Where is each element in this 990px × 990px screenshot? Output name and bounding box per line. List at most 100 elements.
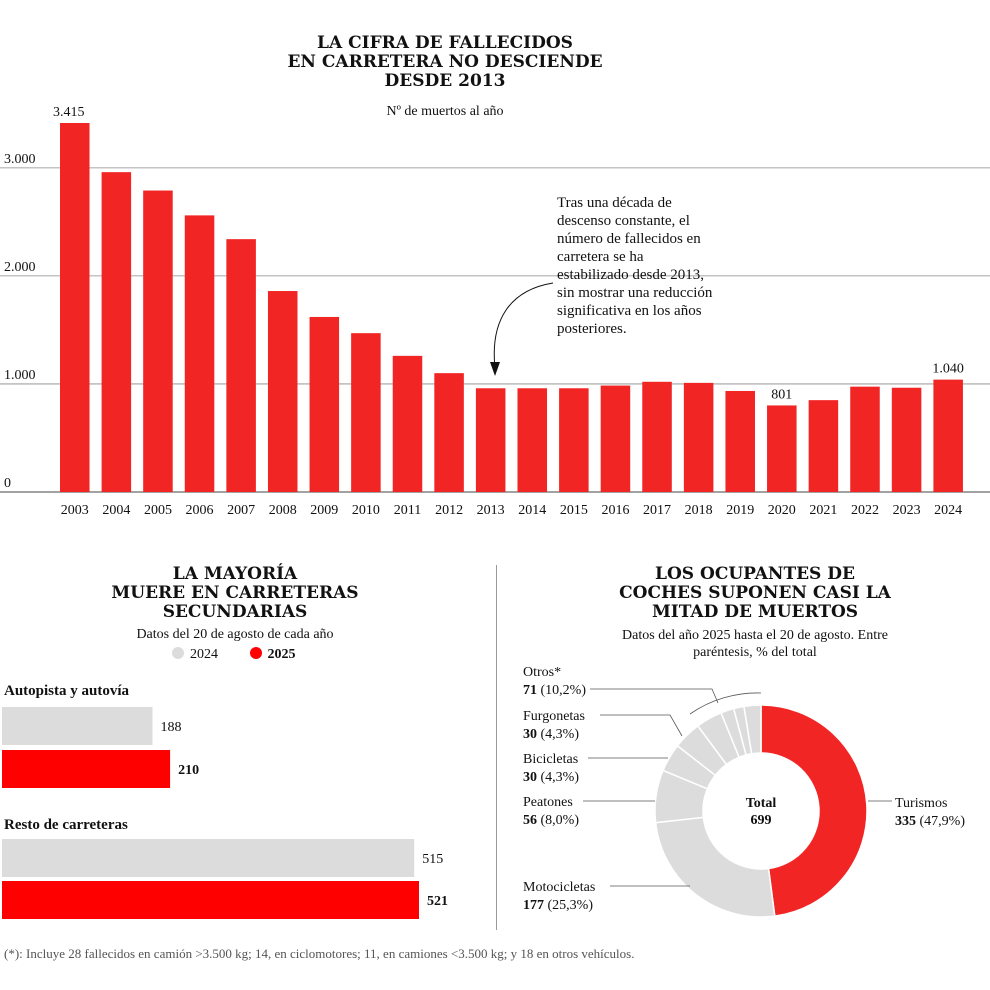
bar-2015	[559, 388, 589, 492]
slice-percent: (8,0%)	[537, 813, 579, 828]
legend-swatch-2024	[172, 647, 184, 659]
slice-percent: (4,3%)	[537, 727, 579, 742]
y-tick-label: 2.000	[4, 260, 36, 275]
chart1-subtitle: Nº de muertos al año	[386, 104, 504, 119]
bar-2013	[475, 388, 506, 492]
leader-line	[600, 714, 683, 737]
x-tick-label: 2010	[352, 503, 380, 518]
bar-2007	[226, 239, 256, 492]
chart3-subtitle: Datos del año 2025 hasta el 20 de agosto…	[622, 628, 888, 660]
yearly-deaths-bar-chart: 0 1.000 2.000 3.000 2003 3.415 2004 2005 2006 200…	[0, 105, 990, 518]
data-label-2003: 3.415	[53, 105, 85, 120]
y-tick-label: 0	[4, 476, 11, 491]
bar-2012	[434, 373, 464, 492]
x-tick-label: 2022	[851, 503, 879, 518]
annotation-arrow	[493, 282, 554, 369]
slice-otros-part	[743, 704, 762, 755]
slice-turismos	[760, 704, 868, 917]
x-tick-label: 2019	[726, 503, 754, 518]
slice-label-name: Turismos	[895, 796, 947, 811]
x-tick-label: 2009	[310, 503, 338, 518]
slice-label-name: Otros*	[523, 665, 561, 680]
bar-2008	[267, 291, 298, 492]
y-tick-label: 1.000	[4, 368, 36, 383]
x-tick-label: 2021	[809, 503, 837, 518]
bar-2018	[683, 382, 714, 492]
legend-swatch-2025	[249, 647, 262, 659]
section-divider	[496, 565, 497, 930]
slice-value: 30	[523, 727, 537, 742]
bar-2004	[101, 172, 132, 492]
data-label-2020: 801	[771, 387, 792, 402]
legend-item-2024: 2024	[172, 647, 218, 662]
bar-2024	[933, 379, 963, 492]
bar-2009	[309, 316, 340, 492]
slice-label-name: Bicicletas	[523, 752, 578, 767]
bar-2017	[642, 381, 672, 492]
y-tick-label: 3.000	[4, 152, 36, 167]
annotation-arrowhead	[490, 362, 500, 376]
slice-label-value: 30 (4,3%)	[523, 727, 579, 742]
donut-center-total: 699	[751, 813, 772, 828]
x-tick-label: 2007	[227, 503, 255, 518]
bar-2020	[767, 405, 797, 492]
x-tick-label: 2024	[934, 503, 962, 518]
bar-2024	[2, 839, 415, 877]
donut-center-label: Total	[746, 796, 777, 811]
slice-label-value: 71 (10,2%)	[523, 683, 586, 698]
slice-value: 71	[523, 683, 537, 698]
bar-2005	[143, 190, 173, 492]
slice-percent: (47,9%)	[916, 814, 965, 829]
legend-item-2025: 2025	[249, 647, 296, 662]
slice-label-value: 30 (4,3%)	[523, 770, 579, 785]
x-tick-label: 2012	[435, 503, 463, 518]
bar-2010	[351, 333, 381, 492]
footnote: (*): Incluye 28 fallecidos en camión >3.…	[4, 946, 635, 961]
slice-value: 30	[523, 770, 537, 785]
slice-value: 56	[523, 813, 537, 828]
x-tick-label: 2003	[61, 503, 89, 518]
slice-value: 177	[523, 898, 544, 913]
x-tick-label: 2005	[144, 503, 172, 518]
bar-2021	[808, 400, 839, 492]
chart3-title: LOS OCUPANTES DE COCHES SUPONEN CASI LA …	[619, 564, 891, 622]
bar-2025	[2, 881, 419, 919]
leader-line	[590, 688, 719, 704]
chart2-title: LA MAYORÍA MUERE EN CARRETERAS SECUNDARI…	[111, 564, 359, 622]
x-tick-label: 2008	[269, 503, 297, 518]
x-tick-label: 2020	[768, 503, 796, 518]
bar-value-label: 515	[422, 852, 443, 867]
slice-percent: (4,3%)	[537, 770, 579, 785]
bar-2023	[891, 387, 922, 492]
bar-2003	[60, 123, 90, 492]
bar-2025	[2, 750, 171, 788]
bar-2016	[600, 385, 631, 492]
bar-2022	[850, 386, 880, 492]
bar-2014	[517, 388, 548, 492]
chart1-title: LA CIFRA DE FALLECIDOS EN CARRETERA NO D…	[287, 33, 603, 91]
x-tick-label: 2004	[102, 503, 130, 518]
bar-2024	[2, 707, 153, 745]
group-label: Resto de carreteras	[4, 817, 128, 833]
slice-percent: (25,3%)	[544, 898, 593, 913]
slice-label-name: Peatones	[523, 795, 573, 810]
slice-label-value: 177 (25,3%)	[523, 898, 593, 913]
otros-bracket	[689, 692, 762, 715]
x-tick-label: 2015	[560, 503, 588, 518]
x-tick-label: 2016	[601, 503, 629, 518]
x-tick-label: 2018	[685, 503, 713, 518]
bar-2019	[725, 390, 755, 492]
x-tick-label: 2017	[643, 503, 671, 518]
x-tick-label: 2023	[893, 503, 921, 518]
slice-motocicletas	[654, 816, 776, 918]
slice-value: 335	[895, 814, 916, 829]
slice-label-name: Furgonetas	[523, 709, 585, 724]
data-label-2024: 1.040	[932, 362, 964, 377]
slice-label-value: 56 (8,0%)	[523, 813, 579, 828]
slice-label-name: Motocicletas	[523, 880, 595, 895]
chart2-subtitle: Datos del 20 de agosto de cada año	[136, 627, 334, 642]
x-tick-label: 2011	[394, 503, 421, 518]
bar-value-label: 210	[178, 763, 199, 778]
group-label: Autopista y autovía	[4, 683, 130, 699]
